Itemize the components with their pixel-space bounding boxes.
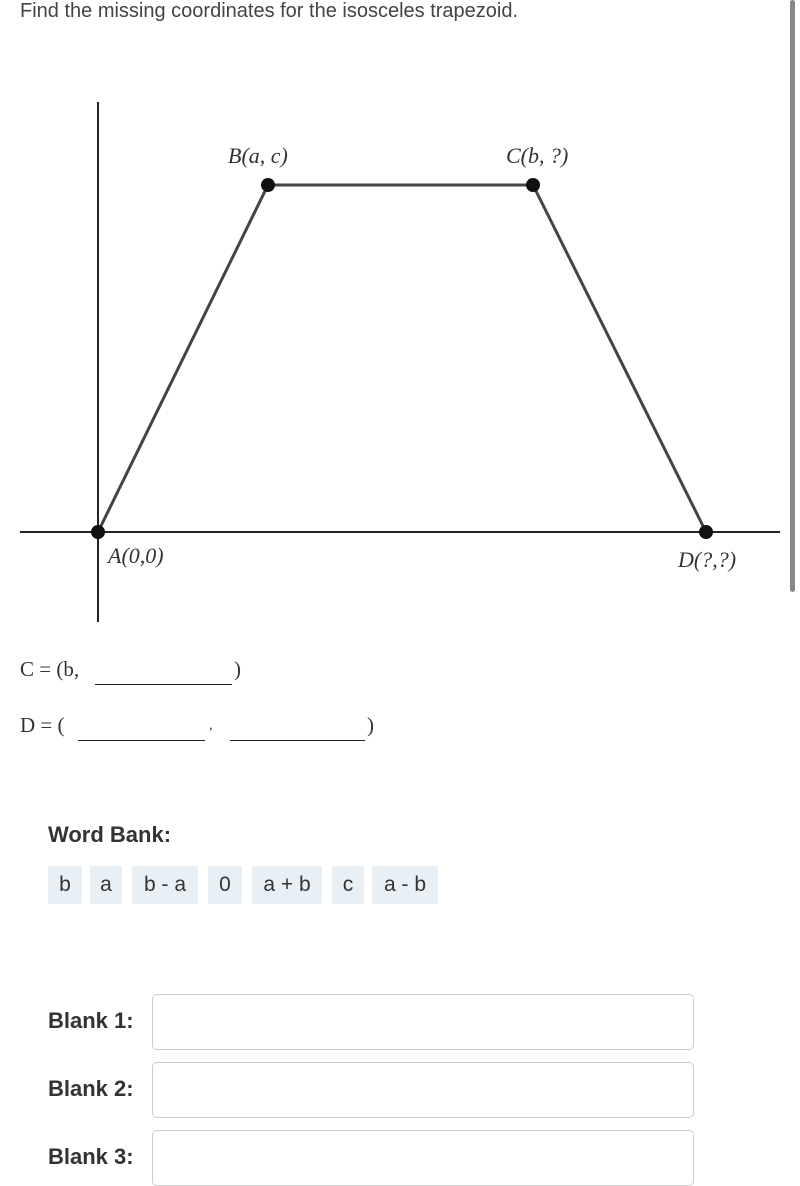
answer-line	[230, 740, 365, 741]
blank-label: Blank 3:	[48, 1144, 134, 1169]
word-chip[interactable]: 0	[208, 866, 242, 904]
blank-input[interactable]	[152, 994, 694, 1050]
equation-suffix: )	[234, 657, 241, 681]
word-chip[interactable]: a - b	[372, 866, 438, 904]
word-bank-label: Word Bank:	[48, 822, 172, 847]
trapezoid-diagram: A(0,0) B(a, c) C(b, ?) D(?,?)	[20, 102, 780, 622]
blank-label: Blank 1:	[48, 1008, 134, 1033]
answer-line	[95, 684, 232, 685]
answer-line	[78, 740, 205, 741]
equation-prefix: C = (b,	[20, 657, 80, 681]
point-label: C(b, ?)	[506, 143, 568, 168]
trapezoid	[96, 183, 708, 533]
equation-suffix: )	[367, 713, 374, 737]
word-chip[interactable]: b	[48, 866, 82, 904]
point	[91, 525, 105, 539]
point	[526, 178, 540, 192]
word-chip[interactable]: a + b	[252, 866, 322, 904]
word-chip[interactable]: b - a	[132, 866, 198, 904]
point	[699, 525, 713, 539]
blank-input[interactable]	[152, 1062, 694, 1118]
word-chip[interactable]: c	[332, 866, 364, 904]
scrollbar	[790, 0, 795, 592]
point-label: D(?,?)	[677, 547, 736, 572]
point-label: B(a, c)	[228, 143, 288, 168]
equation-prefix: D = (	[20, 713, 65, 737]
equation-separator: ,	[209, 718, 213, 733]
word-chip[interactable]: a	[90, 866, 122, 904]
blank-input[interactable]	[152, 1130, 694, 1186]
point	[261, 178, 275, 192]
question: Find the missing coordinates for the iso…	[20, 0, 519, 22]
blank-label: Blank 2:	[48, 1076, 134, 1101]
point-label: A(0,0)	[106, 543, 164, 568]
